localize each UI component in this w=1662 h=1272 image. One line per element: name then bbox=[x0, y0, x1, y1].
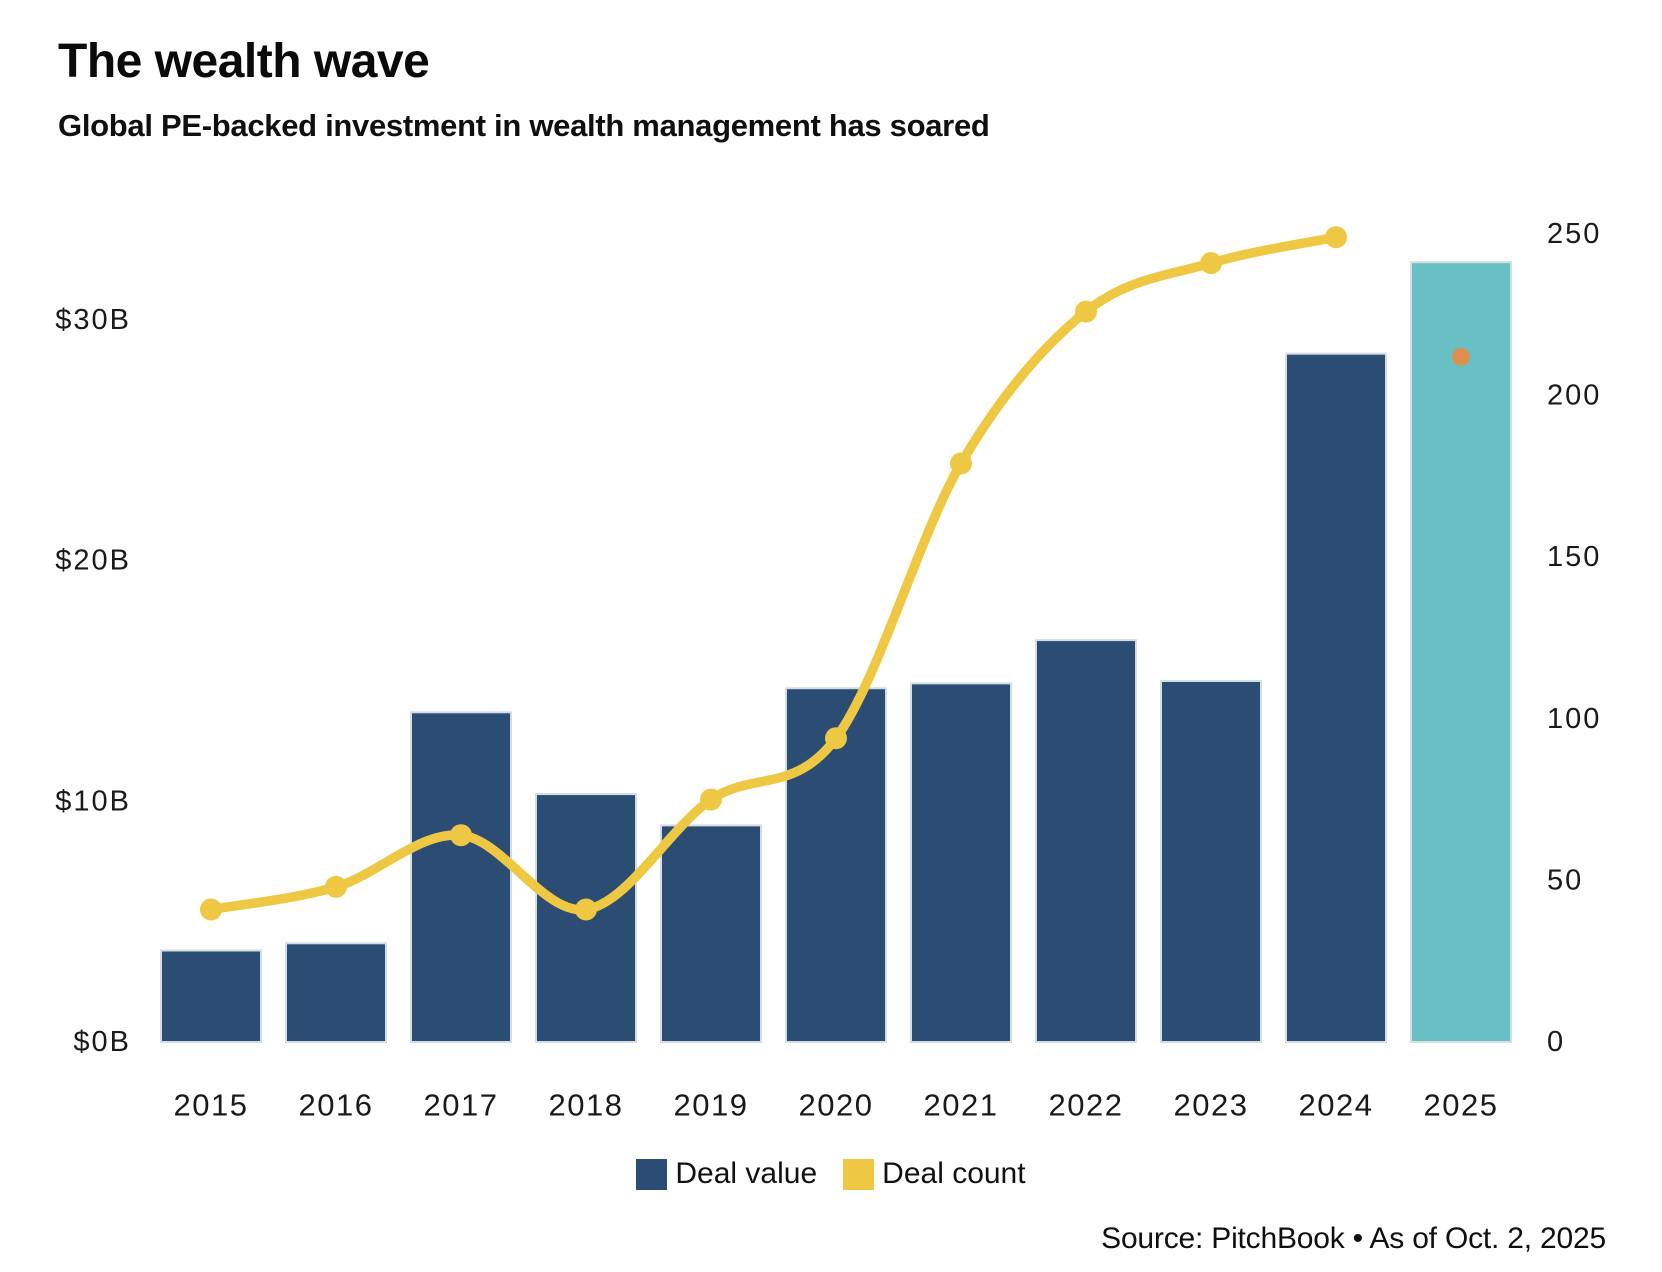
left-axis-tick-20: $20B bbox=[55, 545, 131, 577]
right-axis-tick-50: 50 bbox=[1547, 864, 1583, 896]
line-point-2023 bbox=[1200, 252, 1222, 275]
right-axis-tick-100: 100 bbox=[1547, 703, 1601, 735]
bar-2021 bbox=[910, 682, 1012, 1044]
line-point-2020 bbox=[825, 727, 847, 750]
deal-count-line bbox=[206, 232, 1341, 915]
right-axis-tick-200: 200 bbox=[1547, 380, 1601, 412]
line-point-2018 bbox=[575, 898, 597, 921]
line-point-2019 bbox=[700, 788, 722, 811]
source-note: Source: PitchBook • As of Oct. 2, 2025 bbox=[1101, 1222, 1606, 1255]
line-point-2016 bbox=[325, 875, 347, 898]
x-axis-label-2016: 2016 bbox=[299, 1088, 374, 1123]
right-axis-tick-250: 250 bbox=[1547, 218, 1601, 250]
x-axis-label-2019: 2019 bbox=[674, 1088, 749, 1123]
bar-2024 bbox=[1285, 352, 1387, 1043]
x-axis-label-2024: 2024 bbox=[1299, 1088, 1374, 1123]
legend-label-deal-value: Deal value bbox=[675, 1157, 818, 1190]
bar-2016 bbox=[285, 942, 387, 1043]
legend-item-deal-value: Deal value bbox=[636, 1157, 817, 1191]
x-axis-label-2022: 2022 bbox=[1049, 1088, 1124, 1123]
left-axis-tick-30: $30B bbox=[55, 304, 131, 336]
right-axis-tick-0: 0 bbox=[1547, 1026, 1565, 1058]
bar-2015 bbox=[160, 949, 262, 1043]
chart-subtitle: Global PE-backed investment in wealth ma… bbox=[58, 108, 990, 143]
line-point-2022 bbox=[1075, 300, 1097, 323]
bar-2017 bbox=[410, 711, 512, 1043]
left-axis-tick-0: $0B bbox=[73, 1026, 131, 1058]
line-point-2021 bbox=[950, 452, 972, 475]
line-point-2015 bbox=[200, 898, 222, 921]
deal-value-swatch-icon bbox=[636, 1158, 668, 1190]
line-point-2024 bbox=[1325, 226, 1347, 249]
line-point-2017 bbox=[450, 824, 472, 847]
x-axis-label-2025: 2025 bbox=[1424, 1088, 1499, 1123]
legend-item-deal-count: Deal count bbox=[843, 1157, 1026, 1191]
page-title: The wealth wave bbox=[58, 35, 430, 88]
chart-legend: Deal value Deal count bbox=[0, 1157, 1662, 1191]
bar-2022 bbox=[1035, 639, 1137, 1043]
isolated-point-2025 bbox=[1452, 347, 1470, 366]
bar-2023 bbox=[1160, 680, 1262, 1043]
bar-2018 bbox=[535, 793, 637, 1043]
bar-2025-highlight bbox=[1410, 261, 1512, 1043]
legend-label-deal-count: Deal count bbox=[882, 1157, 1026, 1190]
bar-2019 bbox=[660, 824, 762, 1044]
x-axis-label-2017: 2017 bbox=[424, 1088, 499, 1123]
x-axis-label-2018: 2018 bbox=[549, 1088, 624, 1123]
x-axis-label-2015: 2015 bbox=[174, 1088, 249, 1123]
x-axis-label-2021: 2021 bbox=[924, 1088, 999, 1123]
right-axis-tick-150: 150 bbox=[1547, 541, 1601, 573]
x-axis-label-2023: 2023 bbox=[1174, 1088, 1249, 1123]
x-axis-label-2020: 2020 bbox=[799, 1088, 874, 1123]
deal-count-swatch-icon bbox=[843, 1158, 875, 1190]
left-axis-tick-10: $10B bbox=[55, 785, 131, 817]
